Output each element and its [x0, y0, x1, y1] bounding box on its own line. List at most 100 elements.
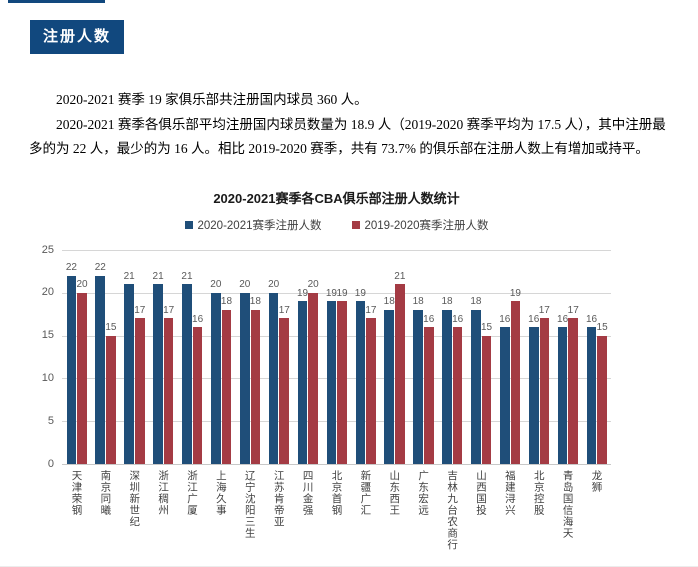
- gridline-5: [62, 421, 611, 423]
- value-label-red-北京首钢: 19: [336, 287, 348, 299]
- value-label-red-青岛国信海天: 17: [567, 304, 579, 316]
- bar-red-天津荣钢: [77, 292, 87, 464]
- x-axis-label-南京同曦: 南京同曦: [91, 470, 120, 516]
- x-axis-label-text: 山西国投: [474, 470, 487, 516]
- bar-blue-辽宁沈阳三生: [239, 292, 250, 464]
- bar-red-上海久事: [221, 309, 232, 464]
- x-axis-label-text: 广东宏远: [417, 470, 430, 516]
- value-label-blue-南京同曦: 22: [94, 262, 106, 274]
- value-label-blue-山西国投: 18: [470, 296, 482, 308]
- value-label-blue-天津荣钢: 22: [65, 262, 77, 274]
- gridline-25: [62, 250, 611, 251]
- bar-red-吉林九台农商行: [452, 327, 463, 464]
- x-axis-label-浙江稠州: 浙江稠州: [149, 470, 178, 516]
- legend-item-2019-2020: 2019-2020赛季注册人数: [351, 217, 489, 233]
- bar-red-青岛国信海天: [568, 318, 578, 464]
- value-label-blue-北京控股: 16: [528, 313, 540, 325]
- value-label-red-浙江广厦: 16: [192, 313, 204, 325]
- x-axis-label-四川金强: 四川金强: [293, 470, 322, 516]
- x-axis-label-吉林九台农商行: 吉林九台农商行: [438, 470, 467, 551]
- value-label-blue-北京首钢: 19: [325, 287, 337, 299]
- value-label-red-辽宁沈阳三生: 18: [249, 296, 261, 308]
- value-label-blue-新疆广汇: 19: [354, 287, 366, 299]
- legend-swatch-red-icon: [351, 221, 360, 229]
- bar-red-北京控股: [539, 318, 550, 464]
- paragraph-detail: 2020-2021 赛季各俱乐部平均注册国内球员数量为 18.9 人（2019-…: [29, 117, 666, 156]
- bar-blue-福建浔兴: [500, 327, 510, 464]
- bar-blue-浙江稠州: [153, 284, 163, 464]
- legend-label-2019-2020: 2019-2020赛季注册人数: [364, 220, 489, 232]
- value-label-blue-吉林九台农商行: 18: [441, 296, 453, 308]
- value-label-red-新疆广汇: 17: [365, 304, 377, 316]
- x-axis-label-北京首钢: 北京首钢: [322, 470, 351, 516]
- legend-item-2020-2021: 2020-2021赛季注册人数: [184, 217, 322, 233]
- value-label-red-四川金强: 20: [307, 279, 319, 291]
- bar-red-江苏肯帝亚: [279, 318, 290, 464]
- value-label-blue-山东西王: 18: [383, 296, 395, 308]
- value-label-red-上海久事: 18: [220, 296, 233, 308]
- x-axis-label-北京控股: 北京控股: [524, 470, 553, 516]
- chart-legend: 2020-2021赛季注册人数 2019-2020赛季注册人数: [62, 217, 611, 233]
- bar-blue-江苏肯帝亚: [268, 292, 279, 464]
- y-axis-tick-20: 20: [41, 286, 54, 299]
- bar-red-山东西王: [395, 284, 405, 464]
- gridline-15: [62, 335, 611, 337]
- x-axis-label-text: 上海久事: [214, 470, 227, 516]
- value-label-blue-辽宁沈阳三生: 20: [239, 279, 251, 291]
- value-label-blue-江苏肯帝亚: 20: [268, 279, 280, 291]
- bar-red-浙江稠州: [163, 318, 174, 464]
- bar-red-北京首钢: [337, 301, 347, 464]
- gridline-10: [62, 378, 611, 380]
- bar-red-南京同曦: [106, 335, 116, 464]
- x-axis-label-text: 龙狮: [590, 470, 603, 493]
- value-label-red-深圳新世纪: 17: [134, 304, 146, 316]
- bar-red-深圳新世纪: [134, 318, 145, 464]
- x-axis-label-山西国投: 山西国投: [467, 470, 496, 516]
- gridline-20: [62, 292, 611, 294]
- value-label-red-广东宏远: 16: [423, 313, 435, 325]
- bar-blue-龙狮: [586, 327, 597, 464]
- value-label-red-福建浔兴: 19: [509, 287, 521, 299]
- x-axis-label-text: 青岛国信海天: [561, 470, 574, 539]
- value-label-blue-青岛国信海天: 16: [557, 313, 569, 325]
- value-label-red-浙江稠州: 17: [163, 304, 175, 316]
- paragraph-summary: 2020-2021 赛季 19 家俱乐部共注册国内球员 360 人。: [56, 92, 368, 107]
- value-label-red-山东西王: 21: [394, 270, 406, 282]
- x-axis-label-text: 北京首钢: [330, 470, 343, 516]
- y-axis-tick-5: 5: [47, 414, 54, 427]
- value-label-red-吉林九台农商行: 16: [452, 313, 464, 325]
- bar-blue-上海久事: [211, 292, 221, 464]
- chart-title: 2020-2021赛季各CBA俱乐部注册人数统计: [213, 191, 460, 206]
- value-label-blue-广东宏远: 18: [412, 296, 424, 308]
- x-axis-label-text: 福建浔兴: [503, 470, 516, 516]
- bar-blue-青岛国信海天: [557, 327, 568, 464]
- value-label-blue-深圳新世纪: 21: [123, 270, 135, 282]
- x-axis-label-text: 山东西王: [388, 470, 401, 516]
- x-axis-label-深圳新世纪: 深圳新世纪: [120, 470, 149, 528]
- bar-red-新疆广汇: [366, 318, 376, 464]
- x-axis-label-text: 北京控股: [532, 470, 545, 516]
- bar-blue-广东宏远: [413, 309, 423, 464]
- bar-blue-天津荣钢: [66, 275, 77, 464]
- legend-swatch-blue-icon: [184, 221, 193, 229]
- value-label-blue-龙狮: 16: [585, 313, 598, 325]
- value-label-blue-浙江广厦: 21: [181, 270, 193, 282]
- x-axis-label-text: 辽宁沈阳三生: [243, 470, 256, 539]
- bar-blue-新疆广汇: [355, 301, 366, 464]
- x-axis-label-福建浔兴: 福建浔兴: [495, 470, 524, 516]
- bar-blue-吉林九台农商行: [442, 309, 452, 464]
- x-axis-label-青岛国信海天: 青岛国信海天: [553, 470, 582, 539]
- value-label-red-山西国投: 15: [480, 322, 493, 334]
- bar-blue-北京首钢: [326, 301, 337, 464]
- bar-blue-深圳新世纪: [124, 284, 134, 464]
- y-axis-tick-10: 10: [41, 371, 54, 384]
- bar-red-浙江广厦: [192, 327, 203, 464]
- value-label-red-天津荣钢: 20: [76, 279, 88, 291]
- bar-red-福建浔兴: [510, 301, 521, 464]
- bar-red-龙狮: [597, 335, 607, 464]
- bar-blue-浙江广厦: [182, 284, 192, 464]
- value-label-blue-福建浔兴: 16: [499, 313, 511, 325]
- y-axis-tick-15: 15: [41, 329, 54, 342]
- x-axis-label-广东宏远: 广东宏远: [409, 470, 438, 516]
